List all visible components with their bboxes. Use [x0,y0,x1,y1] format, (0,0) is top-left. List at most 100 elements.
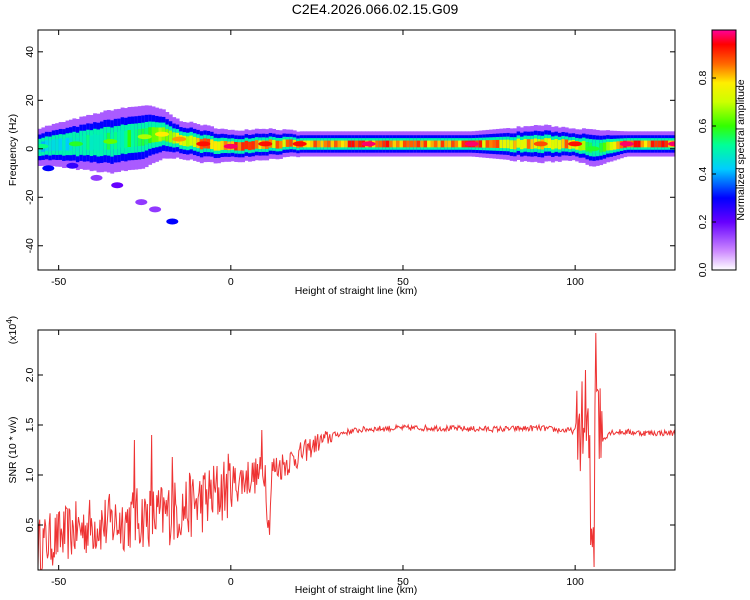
heatmap-band-cell [279,140,283,149]
heatmap-side-feature [149,206,162,213]
colorbar: 0.0 0.2 0.4 0.6 0.8 Normalized spectral ampl… [697,29,747,278]
heatmap-band-cell [599,143,604,153]
heatmap-band-cell [530,139,535,149]
heatmap-band-cell [251,141,256,150]
snr-xlabel: Height of straight line (km) [295,584,418,596]
heatmap-band-cell [478,140,483,148]
heatmap-band-cell [461,140,466,148]
heatmap-band-cell [320,140,325,148]
heatmap-band-cell [248,141,252,151]
heatmap-band-cell [217,141,221,151]
heatmap-band-cell [409,140,414,148]
heatmap-band-cell [657,140,662,148]
heatmap-band-cell [168,130,173,143]
heatmap-band-cell [402,140,407,148]
heatmap-band-cell [82,135,87,151]
heatmap-band-cell [272,139,276,148]
heatmap-core [68,141,83,147]
heatmap-band-cell [520,139,524,150]
heatmap-band-cell [430,140,435,148]
heatmap-band-cell [254,140,259,149]
snr-background [38,330,675,570]
heatmap-band-cell [337,140,342,148]
heatmap-band-cell [182,135,187,146]
heatmap-band-cell [423,140,428,148]
heatmap-core [258,141,273,147]
heatmap-band-cell [551,139,555,150]
snr-xtick-label: 0 [228,576,234,588]
heatmap-band-cell [313,140,318,148]
heatmap-band-cell [561,139,566,149]
heatmap-band-cell [440,140,445,148]
heatmap-band-cell [396,140,400,148]
heatmap-band-cell [241,142,245,151]
heatmap-band-cell [489,140,493,148]
heatmap-band-cell [506,139,511,149]
heatmap-core [137,134,152,140]
heatmap-band-cell [606,141,610,151]
heatmap-core [568,141,583,147]
heatmap-band-cell [55,139,60,151]
heatmap-core [668,141,675,147]
snr-series-line [38,332,675,570]
heatmap-band-cell [323,140,328,148]
heatmap-band-cell [458,140,462,148]
heatmap-band-cell [385,140,390,148]
heatmap-band-cell [650,140,655,148]
heatmap-band-cell [89,135,94,151]
heatmap-band-cell [275,140,280,149]
heatmap-band-cell [647,140,652,148]
heatmap-band-cell [213,141,218,151]
heatmap-band-cell [96,135,101,151]
heatmap-band-cell [316,140,321,148]
heatmap-band-cell [602,142,607,152]
heatmap-xtick-label: 50 [397,276,409,288]
heatmap-band-cell [358,140,363,148]
colorbar-tick-label: 0.0 [697,263,709,278]
heatmap-band-cell [564,139,569,149]
heatmap-frame [37,29,676,271]
heatmap-core [464,141,479,147]
heatmap-band-cell [499,139,504,149]
heatmap-band-cell [427,140,431,148]
heatmap-band-cell [51,139,56,151]
heatmap-band-cell [633,140,638,148]
heatmap-band-cell [502,139,507,149]
heatmap-band-cell [444,140,449,148]
heatmap-band-cell [644,140,648,148]
heatmap-xtick-label: -50 [51,276,66,288]
snr-ytick-label: 1.0 [24,468,36,483]
heatmap-band-cell [585,142,590,152]
heatmap-band-cell [616,141,621,149]
snr-ytick-label: 2.0 [24,368,36,383]
heatmap-band-cell [341,140,345,148]
heatmap-side-feature [66,162,79,169]
heatmap-band-cell [654,140,659,148]
snr-frame [37,329,676,571]
heatmap-band-cell [554,139,559,149]
colorbar-label: Normalized spectral amplitude [735,79,747,220]
heatmap-core [155,131,169,137]
heatmap-band-cell [124,131,128,149]
snr-ytick-label: 1.5 [24,418,36,433]
colorbar-tick-label: 0.2 [697,215,709,230]
heatmap-ytick-label: -20 [24,190,36,205]
heatmap-core [38,143,49,149]
heatmap-band-cell [375,140,380,148]
heatmap-band-cell [382,140,387,148]
heatmap-band-cell [389,140,394,148]
snr-line-plot: -50 0 50 100 0.5 1.0 1.5 2.0 Height of straight… [5,316,676,596]
heatmap-band-cell [58,138,63,151]
heatmap-band-cell [127,130,132,148]
heatmap-band-cell [492,139,497,148]
heatmap-side-feature [42,165,55,172]
heatmap-band-cell [330,140,335,148]
heatmap-band-cell [516,138,521,148]
heatmap-band-cell [637,140,641,148]
heatmap-band-cell [117,131,122,149]
heatmap-side-feature [111,182,124,189]
snr-xtick-label: -50 [51,576,66,588]
heatmap-side-feature [135,199,148,206]
heatmap-band-cell [547,138,552,149]
